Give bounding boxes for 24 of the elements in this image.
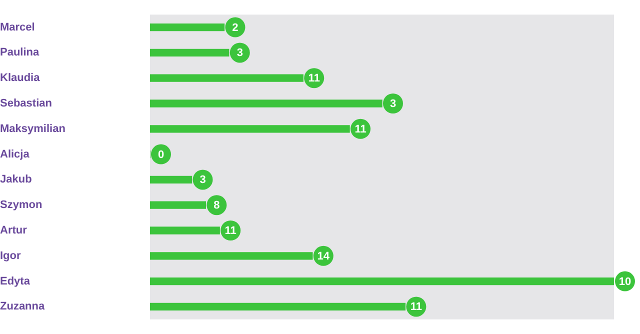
annotation: 10	[618, 276, 632, 288]
y-tick-label: Sebastian	[0, 98, 52, 110]
annotation: 11	[410, 301, 422, 314]
y-tick-label: Maksymilian	[0, 122, 66, 135]
y-tick-label: Zuzanna	[0, 300, 46, 313]
y-tick-label: Paulina	[0, 46, 40, 59]
y-tick-label: Jakub	[0, 174, 32, 186]
y-tick-label: Artur	[0, 224, 28, 237]
y-tick-label: Edyta	[0, 275, 31, 288]
y-tick-label: Alicja	[0, 148, 30, 160]
annotation: 11	[224, 225, 236, 238]
y-tick-label: Klaudia	[0, 72, 41, 84]
annotation: 3	[200, 174, 206, 186]
annotation: 2	[232, 22, 238, 34]
y-tick-label: Igor	[0, 250, 22, 262]
y-tick-label: Marcel	[0, 21, 35, 34]
annotation: 11	[354, 123, 366, 136]
annotation: 8	[214, 200, 220, 212]
annotation: 14	[317, 250, 330, 262]
annotation: 11	[308, 72, 320, 85]
annotation: 3	[390, 98, 396, 110]
annotation: 0	[158, 148, 164, 161]
y-tick-label: Szymon	[0, 199, 42, 212]
annotation: 3	[236, 47, 243, 60]
